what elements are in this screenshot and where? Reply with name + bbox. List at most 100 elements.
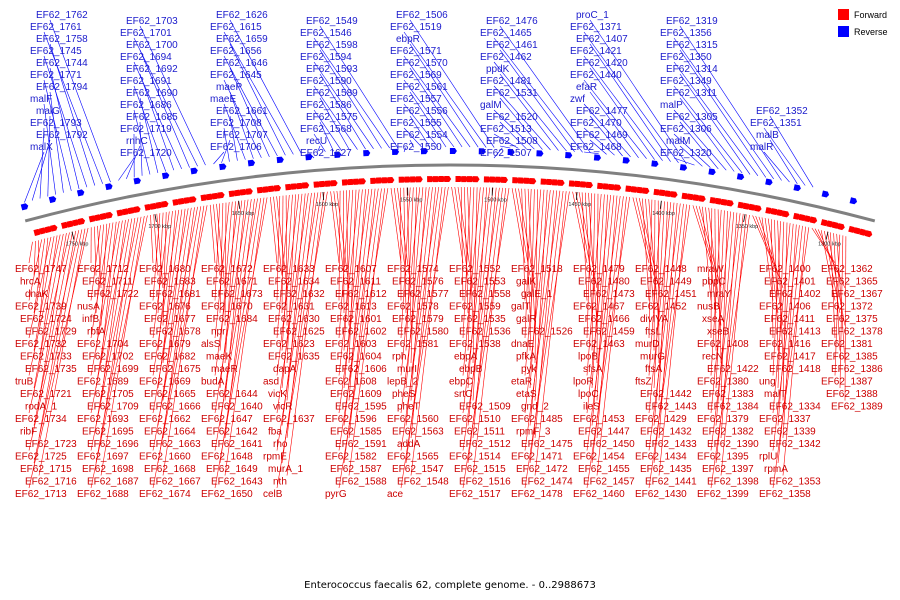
forward-gene-label: EF62_1695	[82, 427, 134, 438]
forward-gene-label: pyk	[521, 364, 538, 375]
leader-line	[270, 196, 278, 264]
reverse-feature	[708, 168, 716, 176]
reverse-gene-label: EF62_1575	[306, 112, 358, 123]
leader-line	[214, 202, 230, 339]
forward-gene-label: EF62_1612	[335, 289, 387, 300]
forward-gene-label: EF62_1669	[139, 377, 191, 388]
forward-feature	[189, 196, 197, 203]
forward-gene-label: EF62_1560	[387, 414, 439, 425]
forward-feature	[239, 188, 248, 196]
forward-gene-label: EF62_1388	[826, 389, 878, 400]
forward-feature	[737, 201, 745, 209]
leader-line	[524, 190, 551, 414]
forward-gene-label: EF62_1547	[392, 464, 444, 475]
forward-feature	[793, 212, 801, 220]
leader-line	[720, 210, 728, 401]
forward-feature	[353, 178, 361, 185]
forward-gene-label: EF62_1711	[82, 277, 133, 288]
reverse-gene-label: EF62_1793	[30, 118, 82, 129]
forward-gene-label: EF62_1478	[511, 489, 563, 500]
forward-feature	[313, 181, 321, 188]
leader-line	[393, 187, 407, 276]
forward-gene-label: EF62_1724	[20, 314, 72, 325]
leader-line	[638, 198, 660, 289]
leader-line	[499, 25, 591, 154]
leader-line	[679, 145, 703, 167]
leader-line	[777, 223, 794, 426]
reverse-gene-label: EF62_1305	[666, 112, 718, 123]
forward-gene-label: EF62_1660	[139, 452, 191, 463]
reverse-gene-label: EF62_1771	[30, 70, 82, 81]
scale-label: 1300 kbp	[818, 242, 841, 248]
leader-line	[403, 187, 407, 314]
leader-line	[653, 202, 675, 426]
forward-feature	[781, 210, 790, 218]
forward-gene-label: galE_1	[521, 289, 553, 300]
forward-gene-label: EF62_1384	[707, 402, 759, 413]
leader-line	[400, 186, 440, 451]
leader-line	[90, 225, 101, 301]
leader-line	[281, 195, 284, 314]
reverse-gene-label: EF62_1685	[126, 112, 178, 123]
forward-feature	[341, 179, 349, 186]
forward-feature	[183, 197, 191, 204]
forward-feature	[551, 179, 559, 186]
leader-line	[319, 121, 334, 152]
leader-line	[157, 212, 164, 314]
leader-line	[28, 227, 89, 489]
leader-line	[276, 196, 288, 289]
forward-gene-label: maeK	[206, 352, 232, 363]
forward-gene-label: EF62_1689	[77, 377, 129, 388]
reverse-feature	[849, 197, 858, 205]
forward-gene-label: EF62_1406	[759, 302, 811, 313]
leader-line	[28, 230, 80, 451]
leader-line	[390, 188, 402, 264]
leader-line	[521, 188, 526, 301]
leader-line	[157, 207, 192, 426]
leader-line	[589, 91, 639, 158]
leader-line	[673, 61, 759, 176]
forward-gene-label: EF62_1611	[330, 277, 381, 288]
leader-line	[679, 97, 735, 172]
leader-line	[223, 103, 246, 160]
reverse-gene-label: EF62_1761	[30, 22, 82, 33]
forward-gene-label: EF62_1430	[635, 489, 687, 500]
reverse-gene-label: EF62_1615	[210, 22, 262, 33]
legend-reverse-swatch	[838, 26, 849, 37]
leader-line	[49, 67, 80, 190]
forward-feature	[523, 177, 531, 184]
reverse-gene-label: EF62_1319	[666, 16, 718, 27]
forward-gene-label: EF62_1466	[578, 314, 630, 325]
forward-gene-label: EF62_1480	[578, 277, 630, 288]
forward-feature	[653, 188, 661, 196]
reverse-gene-label: EF62_1744	[36, 58, 88, 69]
forward-gene-label: nusB	[697, 302, 720, 313]
leader-line	[224, 202, 227, 326]
forward-gene-label: EF62_1435	[640, 464, 692, 475]
forward-feature	[770, 208, 779, 216]
forward-gene-label: EF62_1693	[77, 414, 129, 425]
forward-feature	[798, 214, 807, 221]
forward-gene-label: EF62_1454	[573, 452, 625, 463]
reverse-gene-label: EF62_1792	[36, 130, 88, 141]
forward-gene-label: xseB	[707, 327, 730, 338]
reverse-gene-label: EF62_1557	[390, 94, 442, 105]
leader-line	[229, 43, 286, 156]
leader-line	[229, 91, 254, 159]
forward-gene-label: pyrG	[325, 489, 347, 500]
forward-feature	[580, 181, 588, 188]
leader-line	[214, 199, 249, 414]
reverse-gene-label: malR	[750, 142, 773, 153]
leader-line	[839, 235, 844, 389]
forward-feature	[597, 182, 605, 190]
leader-line	[642, 198, 650, 301]
forward-gene-label: pheS	[392, 389, 416, 400]
forward-feature	[715, 197, 723, 205]
forward-gene-label: EF62_1647	[201, 414, 253, 425]
scale-ticks: 1750 kbp 1700 kbp 1650 kbp 1600 kbp 1550 kbp…	[66, 187, 841, 248]
leader-line	[276, 192, 319, 451]
figure-caption: Enterococcus faecalis 62, complete genom…	[304, 580, 596, 591]
forward-gene-label: rplU	[759, 452, 777, 463]
legend-forward-label: Forward	[854, 10, 887, 20]
reverse-feature	[679, 164, 688, 171]
